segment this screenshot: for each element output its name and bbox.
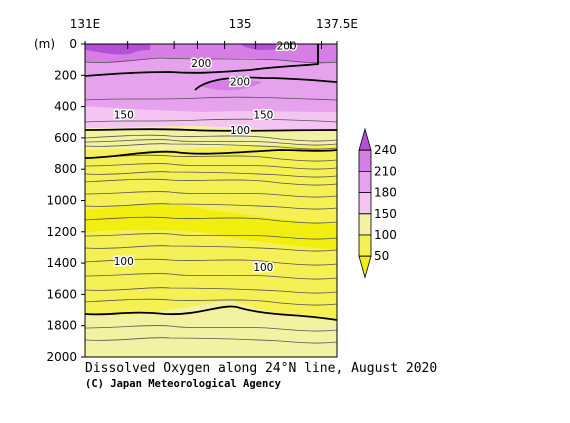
contour-band-7 [240, 44, 300, 50]
contour-line-2 [85, 143, 337, 150]
colorbar-swatch-100-150 [358, 213, 372, 236]
chart-title: Dissolved Oxygen along 24°N line, August… [85, 361, 437, 376]
y-tick-label-200: 200 [54, 68, 77, 82]
colorbar-label-50: 50 [374, 249, 389, 263]
contour-band-8 [200, 79, 262, 91]
contour-line-16 [85, 325, 337, 332]
contour-lines [85, 57, 337, 344]
y-tick-label-600: 600 [54, 131, 77, 145]
y-tick-label-1600: 1600 [46, 287, 77, 301]
y-tick-label-0: 0 [69, 37, 77, 51]
contour-line-12 [85, 258, 337, 266]
y-tick-label-800: 800 [54, 162, 77, 176]
x-tick-label-1: 135 [229, 17, 252, 31]
y-tick-label-1000: 1000 [46, 194, 77, 208]
upper-contour-line-0 [85, 57, 337, 64]
colorbar-legend: 240 210 180 150 100 50 [358, 127, 397, 279]
contour-label-2: 200 [277, 41, 297, 53]
contour-line-7 [85, 191, 337, 198]
y-unit-label: (m) [34, 37, 55, 51]
upper-contour-line-2 [85, 118, 337, 123]
y-axis: 0 200 400 600 800 1000 1200 1400 1600 1800 2000 [46, 37, 85, 364]
chart-credit: (C) Japan Meteorological Agency [85, 378, 282, 390]
contour-line-4 [85, 163, 337, 170]
contour-line-8 [85, 203, 337, 210]
contour-line-10 [85, 233, 337, 240]
y-tick-label-1800: 1800 [46, 319, 77, 333]
thick-contour-2 [85, 128, 337, 132]
thick-contour-4 [85, 305, 337, 321]
contour-line-9 [85, 216, 337, 224]
upper-contour-line-1 [85, 96, 337, 101]
colorbar-swatch-210-240 [358, 149, 372, 172]
colorbar-label-240: 240 [374, 143, 397, 157]
contour-line-3 [85, 154, 337, 162]
x-axis: 131E 135 137.5E [70, 17, 358, 49]
contour-label-6: 100 [114, 256, 134, 268]
contour-line-0 [85, 134, 337, 142]
contour-line-14 [85, 287, 337, 294]
colorbar-swatch-150-180 [358, 192, 372, 215]
contour-line-17 [85, 337, 337, 344]
x-tick-label-2: 137.5E [316, 17, 358, 31]
thick-contour-0 [85, 44, 319, 77]
contour-label-3: 150 [114, 109, 134, 121]
y-tick-label-2000: 2000 [46, 350, 77, 364]
contour-line-13 [85, 273, 337, 280]
y-tick-label-1200: 1200 [46, 225, 77, 239]
contour-label-0: 200 [191, 58, 211, 70]
x-tick-label-0: 131E [70, 17, 101, 31]
colorbar-label-210: 210 [374, 164, 397, 178]
contour-label-5: 100 [230, 125, 250, 137]
contour-label-7: 100 [253, 262, 273, 274]
thick-contour-1 [194, 76, 337, 91]
contour-band-4 [85, 44, 337, 112]
contour-line-6 [85, 178, 337, 186]
colorbar-swatch-<50 [358, 255, 372, 279]
y-tick-label-1400: 1400 [46, 256, 77, 270]
contour-label-1: 200 [230, 77, 250, 89]
colorbar-swatch-50-100 [358, 234, 372, 257]
y-tick-label-400: 400 [54, 100, 77, 114]
contour-line-15 [85, 298, 337, 306]
colorbar-swatch-180-210 [358, 170, 372, 194]
colorbar-label-180: 180 [374, 186, 397, 200]
contour-line-5 [85, 171, 337, 178]
contour-band-2 [85, 204, 337, 250]
colorbar-label-100: 100 [374, 228, 397, 242]
contour-line-1 [85, 139, 337, 146]
colorbar-label-150: 150 [374, 207, 397, 221]
contour-band-6 [85, 44, 150, 55]
colorbar-swatch->240 [358, 127, 372, 151]
thick-contour-3 [85, 149, 337, 159]
contour-line-11 [85, 245, 337, 252]
contour-label-4: 150 [253, 109, 273, 121]
thick-contour-lines [85, 44, 337, 321]
